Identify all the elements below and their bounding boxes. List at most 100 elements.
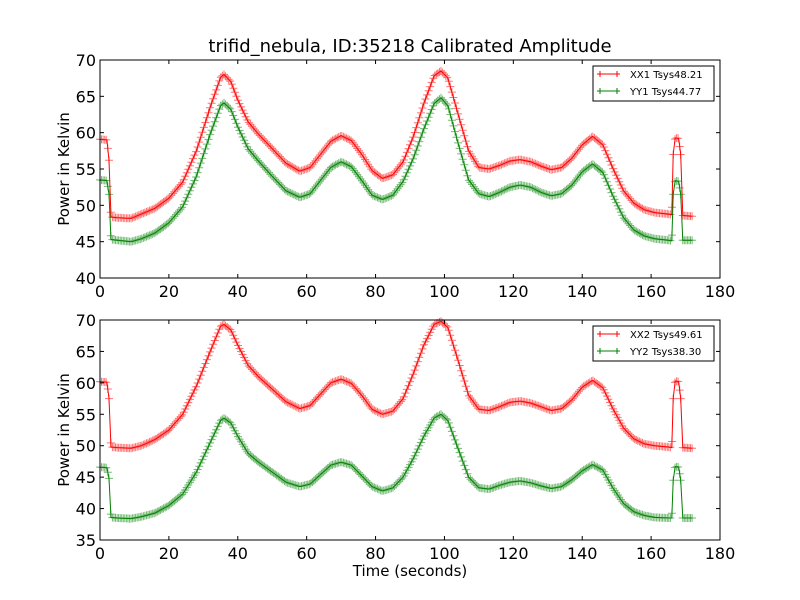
data-point-marker [463,171,472,180]
data-point-marker [410,366,419,375]
data-point-marker [601,174,610,183]
data-point-marker [410,451,419,460]
data-point-marker [195,462,204,471]
bottom-y-ticks: 35 40 45 50 55 60 65 70 [76,311,720,550]
data-point-marker [237,129,246,138]
bottom-y-tick-label: 40 [76,500,96,519]
data-point-marker [176,180,185,189]
data-point-marker [398,474,407,482]
data-point-marker [227,327,236,336]
data-point-marker [393,184,402,193]
legend-label-yy2: YY2 Tsys38.30 [629,347,701,358]
data-point-marker [454,138,463,147]
data-point-marker [669,190,678,199]
series-markers-xx2 [96,317,697,453]
data-point-marker [457,366,466,375]
data-point-marker [609,192,618,201]
data-point-marker [103,144,112,153]
legend-label-yy1: YY1 Tsys44.77 [629,87,701,98]
data-point-marker [416,349,425,358]
data-point-marker [409,370,418,379]
data-point-marker [102,135,111,144]
data-point-marker [612,171,621,180]
top-y-ticks: 40 45 50 55 60 65 70 [76,51,720,288]
data-point-marker [457,149,466,158]
top-x-tick-label: 60 [296,282,316,301]
data-point-marker [460,160,469,169]
data-point-marker [185,161,194,170]
data-point-marker [103,385,112,393]
data-point-marker [392,186,401,195]
data-point-marker [210,90,219,99]
top-y-tick-label: 45 [76,233,96,252]
data-point-marker [607,161,616,169]
data-point-marker [667,509,676,518]
data-point-marker [351,168,360,177]
data-point-marker [412,361,421,370]
top-x-tick-label: 120 [498,282,529,301]
data-point-marker [401,389,410,398]
data-point-marker [401,172,410,181]
data-point-marker [423,117,432,125]
data-point-marker [399,175,408,184]
data-point-marker [616,181,625,189]
data-point-marker [407,158,416,167]
data-point-marker [468,396,476,404]
data-point-marker [601,388,610,397]
data-point-marker [102,378,111,387]
data-point-marker [193,143,202,151]
data-point-marker [202,445,211,454]
data-point-marker [444,104,453,113]
data-point-marker [176,205,185,214]
data-point-marker [204,135,213,144]
data-point-marker [212,425,221,434]
data-point-marker [235,126,244,135]
data-point-marker [102,463,111,472]
data-point-marker [602,150,611,159]
data-point-marker [358,391,366,400]
data-point-marker [106,231,115,240]
data-point-marker [241,139,250,148]
data-point-marker [415,353,424,362]
data-point-marker [676,394,685,403]
bottom-x-ticks: 0 20 40 60 80 100 120 140 160 180 [95,320,735,563]
data-point-marker [471,184,480,193]
data-point-marker [202,355,211,364]
data-point-marker [458,155,467,164]
data-point-marker [204,351,213,360]
data-point-marker [356,148,365,157]
series-markers-yy2 [96,410,697,523]
data-point-marker [675,386,684,395]
data-point-marker [409,133,418,142]
data-point-marker [464,391,473,400]
data-point-marker [426,82,435,91]
data-point-marker [404,144,413,153]
data-point-marker [415,137,424,146]
data-point-marker [202,140,211,149]
data-point-marker [402,148,411,157]
data-point-marker [676,476,685,485]
data-point-marker [354,146,363,155]
bottom-plot-series [96,317,697,523]
data-point-marker [227,80,236,89]
data-point-marker [106,510,115,519]
legend-label-xx2: XX2 Tsys49.61 [630,330,703,341]
data-point-marker [178,490,187,499]
data-point-marker [212,332,221,341]
data-point-marker [452,133,461,142]
data-point-marker [421,95,430,103]
data-point-marker [466,394,475,402]
data-point-marker [351,142,360,151]
data-point-marker [420,124,428,133]
data-point-marker [676,150,685,159]
data-point-marker [131,212,140,221]
data-point-marker [455,361,464,370]
top-x-tick-label: 40 [228,282,248,301]
data-point-marker [607,188,616,197]
data-point-marker [232,119,241,128]
data-point-marker [418,344,427,353]
data-point-marker [460,461,469,470]
data-point-marker [461,137,470,146]
data-point-marker [426,109,435,118]
